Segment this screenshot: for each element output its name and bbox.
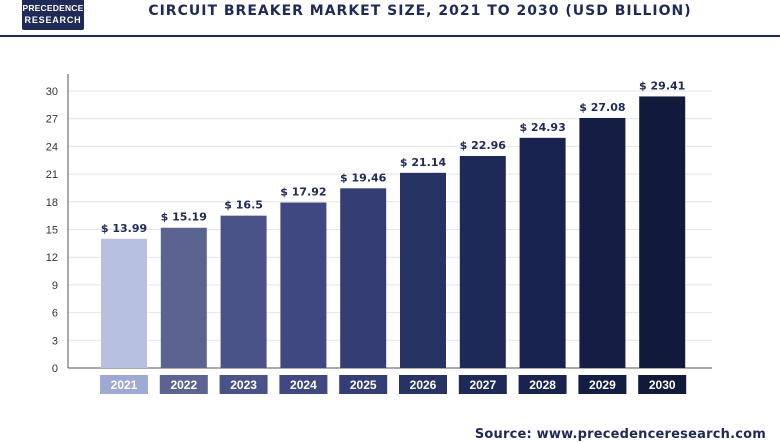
category-box-2023	[219, 375, 268, 394]
y-tick-label-10: 30	[46, 86, 58, 98]
y-tick-label-6: 18	[46, 197, 58, 209]
y-tick-label-8: 24	[46, 141, 58, 153]
value-label-2027: $ 22.96	[460, 139, 507, 152]
company-logo: PRECEDENCE RESEARCH	[22, 0, 84, 30]
value-label-2025: $ 19.46	[340, 171, 387, 184]
bar-2028	[519, 137, 566, 368]
chart-title: CIRCUIT BREAKER MARKET SIZE, 2021 TO 203…	[148, 3, 692, 19]
y-tick-label-2: 6	[52, 308, 58, 320]
value-label-2024: $ 17.92	[280, 186, 326, 199]
y-tick-label-4: 12	[46, 252, 58, 264]
bar-2026	[400, 172, 446, 368]
bar-2024	[280, 202, 327, 368]
value-label-2029: $ 27.08	[579, 101, 625, 114]
category-box-2026	[399, 375, 447, 394]
x-tick-label-2025: 2025	[350, 378, 377, 392]
category-box-2030	[638, 375, 687, 394]
y-tick-label-9: 27	[46, 114, 58, 126]
value-label-2021: $ 13.99	[101, 222, 147, 235]
category-box-2024	[279, 375, 328, 394]
category-box-2027	[458, 375, 507, 394]
header-bar: PRECEDENCE RESEARCH CIRCUIT BREAKER MARK…	[0, 0, 780, 37]
x-tick-label-2024: 2024	[290, 378, 317, 392]
x-tick-label-2027: 2027	[469, 378, 496, 392]
category-box-2025	[339, 375, 388, 394]
y-tick-label-0: 0	[52, 363, 58, 375]
x-tick-label-2023: 2023	[230, 378, 257, 392]
x-tick-label-2026: 2026	[410, 378, 437, 392]
category-box-2028	[518, 375, 567, 394]
value-label-2026: $ 21.14	[400, 156, 447, 169]
x-tick-label-2021: 2021	[111, 378, 138, 392]
bar-2029	[579, 117, 626, 368]
category-box-2022	[159, 375, 208, 394]
y-tick-label-1: 3	[52, 335, 58, 347]
value-label-2028: $ 24.93	[519, 121, 565, 134]
y-tick-label-7: 21	[46, 169, 58, 181]
bar-2023	[220, 215, 267, 368]
logo-line-1: PRECEDENCE	[22, 3, 84, 13]
source-text: Source: www.precedenceresearch.com	[474, 427, 766, 442]
category-box-2021	[100, 375, 148, 394]
bar-2022	[160, 227, 207, 368]
bar-2021	[101, 238, 147, 368]
logo-line-2: RESEARCH	[24, 15, 82, 25]
value-label-2030: $ 29.41	[639, 79, 685, 92]
x-tick-label-2022: 2022	[170, 378, 197, 392]
bar-2030	[639, 96, 686, 369]
value-label-2022: $ 15.19	[161, 211, 207, 224]
y-tick-label-5: 15	[46, 225, 58, 237]
x-tick-label-2029: 2029	[589, 378, 616, 392]
bar-2027	[459, 156, 506, 368]
y-tick-label-3: 9	[52, 280, 58, 292]
category-box-2029	[578, 375, 627, 394]
x-tick-label-2030: 2030	[649, 378, 676, 392]
value-label-2023: $ 16.5	[224, 199, 263, 212]
x-tick-label-2028: 2028	[529, 378, 556, 392]
bar-2025	[340, 188, 387, 368]
